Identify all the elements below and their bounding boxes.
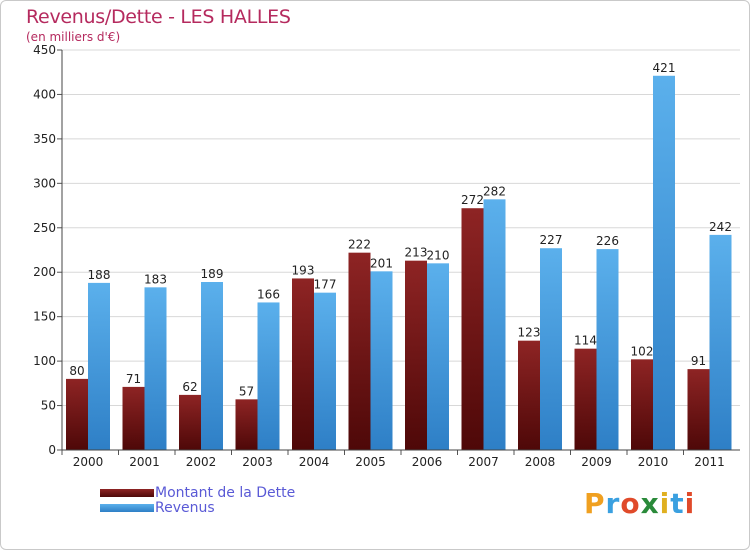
bar-debt [461,208,484,450]
y-tick-label: 250 [33,221,56,235]
value-label-revenus: 201 [370,256,393,270]
legend-swatch-revenus [100,504,154,512]
bar-debt [631,359,653,450]
logo-letter: P [584,487,606,520]
value-label-revenus: 421 [653,61,676,75]
x-tick-label: 2010 [638,455,669,469]
x-tick-label: 2011 [694,455,725,469]
value-label-revenus: 226 [596,234,619,248]
value-label-debt: 222 [348,238,371,252]
bar-debt [687,369,710,450]
y-tick-label: 100 [33,354,56,368]
bar-revenus [427,263,449,450]
bar-revenus [653,75,675,451]
value-label-debt: 91 [691,354,706,368]
x-tick-label: 2005 [355,455,386,469]
value-label-debt: 213 [405,246,428,260]
value-label-revenus: 242 [709,220,732,234]
x-tick-label: 2009 [581,455,612,469]
bars [66,75,732,451]
y-tick-label: 200 [33,265,56,279]
chart-subtitle: (en milliers d'€) [26,30,121,44]
bar-revenus [201,282,223,450]
value-label-revenus: 177 [314,278,337,292]
bar-revenus [709,234,732,450]
y-tick-label: 0 [48,443,56,457]
axes [57,49,740,455]
bar-revenus [144,287,167,450]
x-tick-label: 2006 [412,455,443,469]
bar-revenus [257,302,280,450]
y-tick-label: 350 [33,132,56,146]
bar-debt [405,260,427,450]
labels: 0 50 100 150 200 250 300 350 400 450 80 188 2000 71 18… [33,43,732,469]
logo-letter: i [659,487,671,520]
y-tick-label: 150 [33,310,56,324]
y-tick-label: 450 [33,43,56,57]
bar-revenus [88,282,110,450]
logo-letter: o [620,487,641,520]
bar-debt [122,386,145,450]
bar-debt [292,278,314,450]
bar-debt [66,378,88,450]
value-label-debt: 71 [126,372,141,386]
value-label-debt: 57 [239,384,254,398]
value-label-revenus: 166 [257,287,280,301]
bar-revenus [314,292,336,450]
value-label-revenus: 183 [144,272,167,286]
bar-debt [235,399,258,450]
logo-letter: i [684,487,696,520]
value-label-revenus: 188 [88,268,111,282]
bar-debt [518,340,540,450]
value-label-debt: 123 [518,326,541,340]
logo-letter: x [640,487,660,520]
legend-label-debt: Montant de la Dette [155,485,296,501]
bar-revenus [483,199,506,450]
logo-letter: t [670,487,685,520]
chart-title: Revenus/Dette - LES HALLES [26,6,291,28]
value-label-revenus: 227 [540,233,563,247]
bar-revenus [370,271,393,450]
bar-revenus [596,249,619,450]
legend-label-revenus: Revenus [155,500,215,516]
y-tick-label: 50 [41,399,56,413]
y-tick-label: 400 [33,87,56,101]
bar-debt [348,252,371,450]
x-tick-label: 2007 [468,455,499,469]
x-tick-label: 2000 [73,455,104,469]
grid-lines [62,49,740,407]
bar-revenus [540,248,562,450]
x-tick-label: 2002 [186,455,217,469]
value-label-debt: 80 [69,364,84,378]
x-tick-label: 2008 [525,455,556,469]
value-label-debt: 193 [292,263,315,277]
value-label-debt: 272 [461,193,484,207]
value-label-debt: 114 [574,334,597,348]
x-tick-label: 2003 [242,455,273,469]
x-tick-label: 2001 [129,455,160,469]
x-tick-label: 2004 [299,455,330,469]
value-label-debt: 102 [631,344,654,358]
value-label-revenus: 189 [201,267,224,281]
y-tick-label: 300 [33,176,56,190]
value-label-revenus: 210 [427,248,450,262]
bar-debt [574,348,597,450]
bar-debt [179,394,201,450]
proxiti-logo: Proxiti [584,487,695,520]
legend-swatch-debt [100,489,154,497]
value-label-revenus: 282 [483,184,506,198]
value-label-debt: 62 [182,380,197,394]
logo-letter: r [605,487,621,520]
